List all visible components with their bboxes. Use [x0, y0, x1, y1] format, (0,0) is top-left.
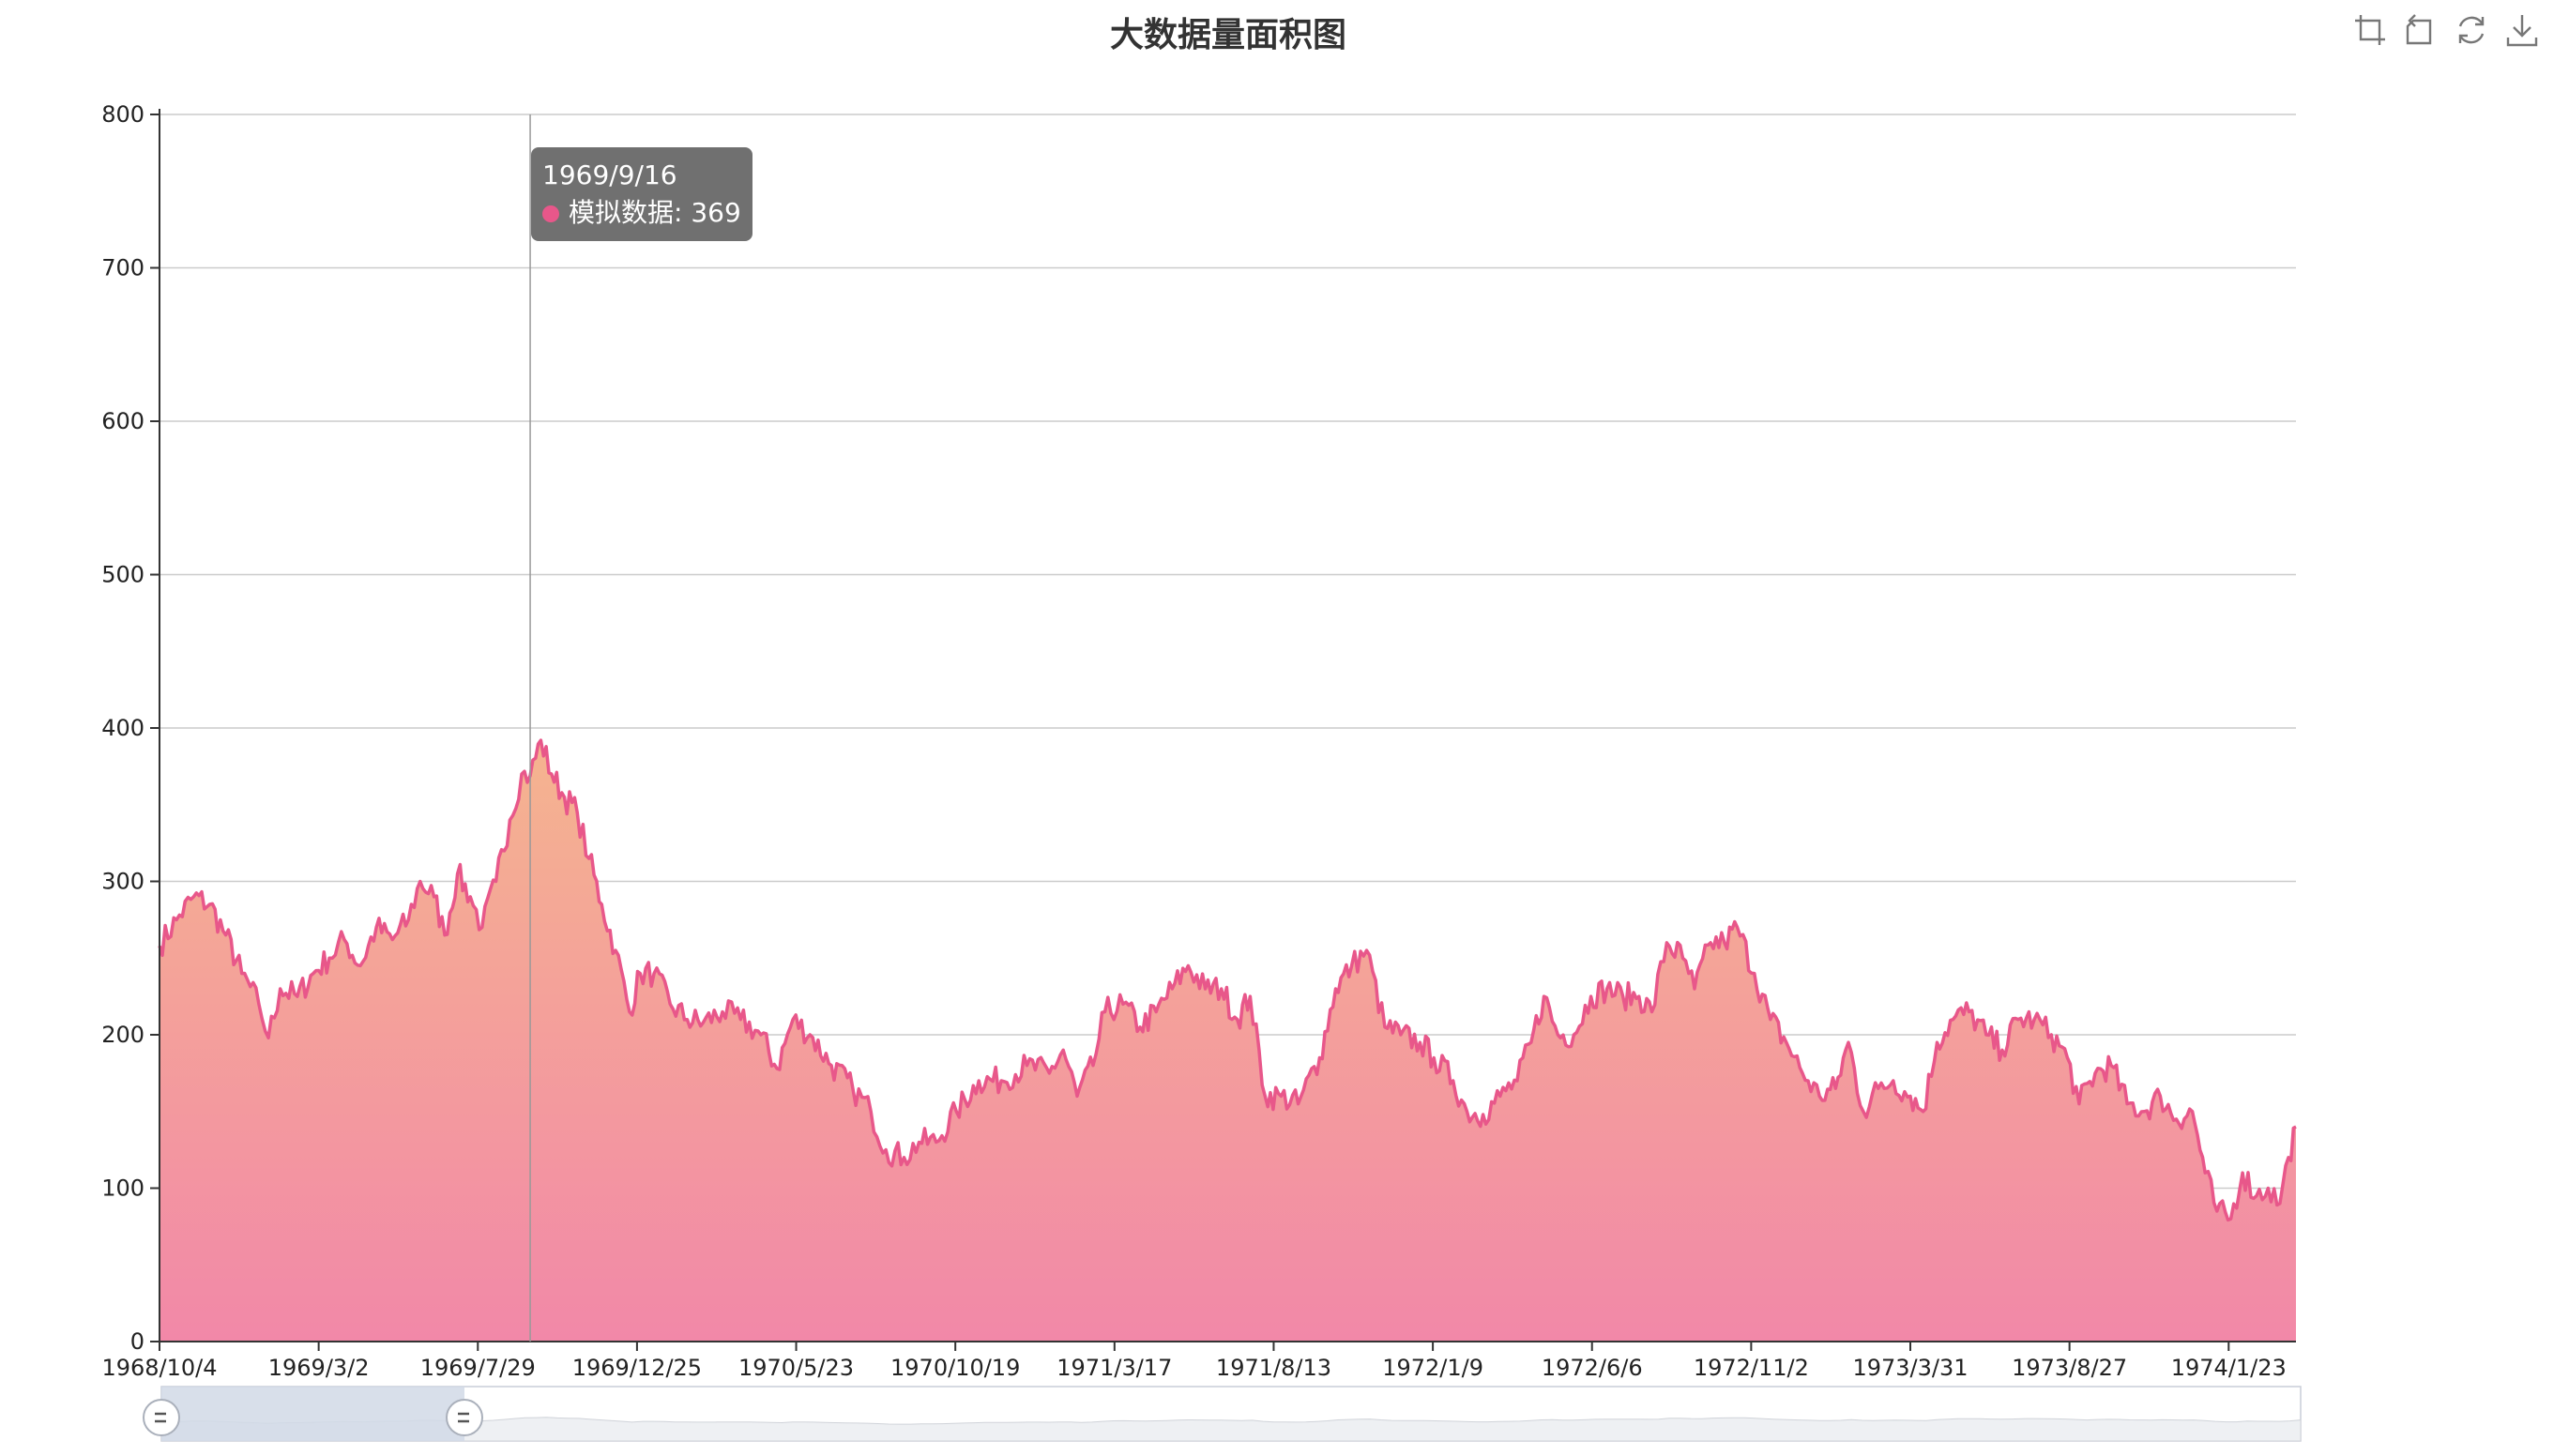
y-tick-label-200: 200: [101, 1022, 144, 1048]
zoom-handle-right[interactable]: [446, 1399, 483, 1436]
x-tick-label-3: 1969/12/25: [572, 1355, 702, 1381]
restore-icon[interactable]: [2453, 11, 2490, 49]
x-tick-label-13: 1974/1/23: [2171, 1355, 2287, 1381]
x-tick-label-12: 1973/8/27: [2012, 1355, 2127, 1381]
y-tick-label-500: 500: [101, 562, 144, 588]
zoom-handle-left[interactable]: [143, 1399, 180, 1436]
download-icon[interactable]: [2503, 11, 2541, 49]
x-tick-label-7: 1971/8/13: [1216, 1355, 1331, 1381]
zoom-reset-icon[interactable]: [2402, 11, 2440, 49]
y-tick-label-0: 0: [130, 1328, 144, 1355]
x-tick-label-10: 1972/11/2: [1694, 1355, 1809, 1381]
x-tick-label-5: 1970/10/19: [890, 1355, 1020, 1381]
x-tick-label-6: 1971/3/17: [1056, 1355, 1172, 1381]
series-area: [160, 740, 2296, 1342]
x-tick-label-9: 1972/6/6: [1542, 1355, 1643, 1381]
series-line: [158, 738, 2297, 1222]
handle-knob: [143, 1399, 180, 1436]
tooltip: 1969/9/16 模拟数据: 369: [531, 147, 752, 241]
y-tick-label-700: 700: [101, 255, 144, 281]
zoom-slider-window[interactable]: [161, 1387, 464, 1441]
chart-title: 大数据量面积图: [1109, 16, 1346, 54]
x-tick-label-11: 1973/3/31: [1852, 1355, 1968, 1381]
y-tick-label-800: 800: [101, 101, 144, 128]
x-tick-label-2: 1969/7/29: [420, 1355, 536, 1381]
tooltip-value: 369: [691, 197, 741, 228]
tooltip-series-dot: [542, 205, 559, 222]
y-tick-label-100: 100: [101, 1175, 144, 1202]
tooltip-series-label: 模拟数据: [569, 197, 675, 228]
y-tick-label-400: 400: [101, 715, 144, 741]
x-tick-label-0: 1968/10/4: [101, 1355, 217, 1381]
chart-toolbox: [2351, 11, 2541, 49]
x-tick-label-8: 1972/1/9: [1382, 1355, 1483, 1381]
tooltip-date: 1969/9/16: [542, 159, 677, 190]
x-tick-label-1: 1969/3/2: [268, 1355, 370, 1381]
zoom-select-icon[interactable]: [2351, 11, 2389, 49]
y-tick-label-300: 300: [101, 869, 144, 895]
zoom-slider-preview: [160, 1417, 2302, 1442]
y-tick-label-600: 600: [101, 408, 144, 434]
tooltip-value-row: 模拟数据: 369: [542, 194, 741, 232]
handle-knob: [446, 1399, 483, 1436]
x-tick-label-4: 1970/5/23: [738, 1355, 854, 1381]
